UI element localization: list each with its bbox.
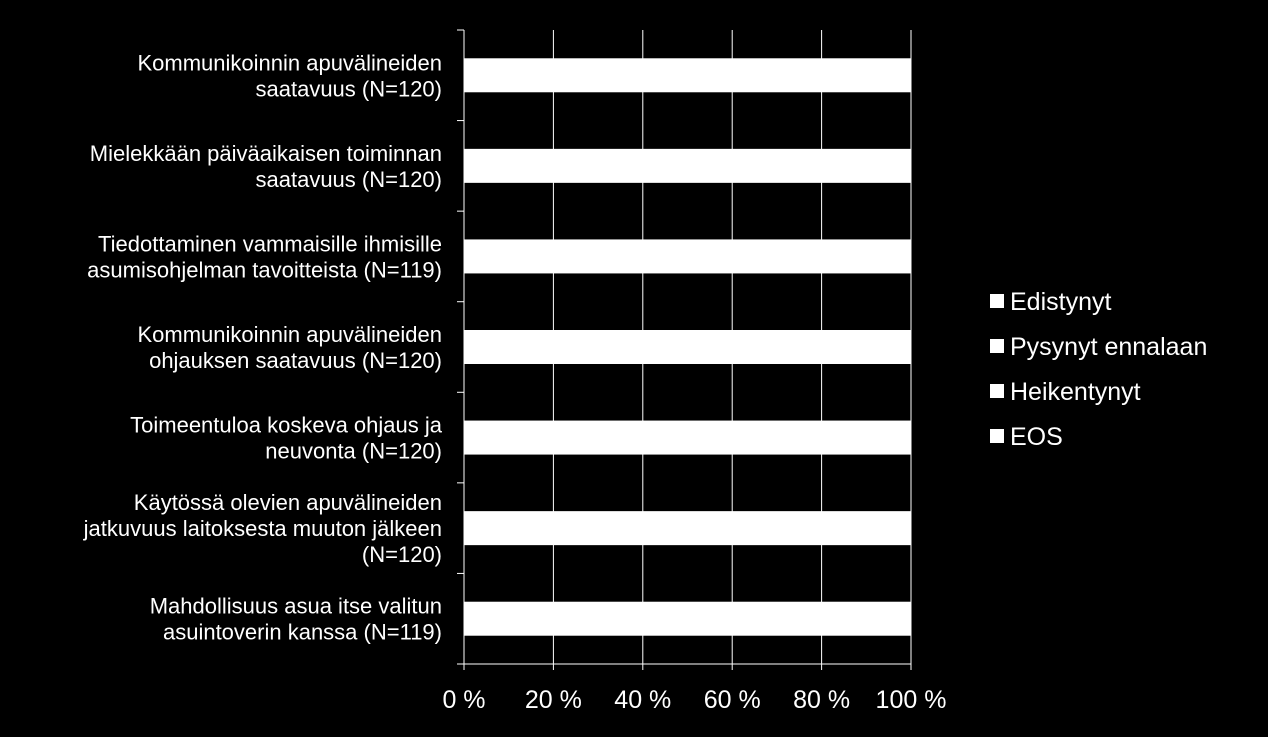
category-label-line: neuvonta (N=120) — [265, 439, 442, 464]
category-label-line: Mahdollisuus asua itse valitun — [150, 594, 442, 619]
x-tick-label: 0 % — [442, 686, 485, 714]
category-labels: Kommunikoinnin apuvälineiden saatavuus (N… — [83, 50, 443, 644]
category-label: Käytössä olevien apuvälineiden jatkuvuus … — [83, 490, 442, 567]
legend-swatch — [990, 294, 1004, 308]
bar — [464, 239, 911, 274]
category-label-line: Toimeentuloa koskeva ohjaus ja — [130, 413, 443, 438]
category-label-line: asuintoverin kanssa (N=119) — [163, 620, 442, 645]
category-label-line: Käytössä olevien apuvälineiden — [134, 490, 442, 515]
x-tick-label: 20 % — [525, 686, 582, 714]
category-label: Kommunikoinnin apuvälineiden saatavuus (N… — [137, 50, 442, 101]
legend-label: Edistynyt — [1010, 288, 1111, 316]
category-label-line: ohjauksen saatavuus (N=120) — [149, 348, 442, 373]
bar — [464, 420, 911, 455]
bar — [464, 330, 911, 364]
category-label-line: Kommunikoinnin apuvälineiden — [137, 50, 442, 75]
legend-label: EOS — [1010, 423, 1063, 451]
category-label: Mielekkään päiväaikaisen toiminnan saatav… — [90, 141, 442, 192]
category-label-line: Tiedottaminen vammaisille ihmisille — [98, 231, 442, 256]
category-label-line: saatavuus (N=120) — [256, 167, 443, 192]
axes — [457, 29, 912, 670]
category-label: Mahdollisuus asua itse valitun asuintover… — [150, 594, 442, 645]
category-label-line: asumisohjelman tavoitteista (N=119) — [87, 257, 442, 282]
category-label-line: Kommunikoinnin apuvälineiden — [137, 322, 442, 347]
category-label: Kommunikoinnin apuvälineiden ohjauksen sa… — [137, 322, 442, 373]
legend-label: Heikentynyt — [1010, 378, 1141, 406]
legend-swatch — [990, 384, 1004, 398]
x-tick-label: 100 % — [876, 686, 947, 714]
bars — [464, 58, 911, 636]
category-label: Tiedottaminen vammaisille ihmisille asumi… — [87, 231, 442, 282]
x-tick-label: 60 % — [704, 686, 761, 714]
legend-swatch — [990, 339, 1004, 353]
x-tick-label: 40 % — [614, 686, 671, 714]
bar — [464, 58, 911, 93]
x-tick-label: 80 % — [793, 686, 850, 714]
bar — [464, 148, 911, 183]
bar — [464, 511, 911, 546]
legend-label: Pysynyt ennalaan — [1010, 333, 1207, 361]
legend-swatch — [990, 429, 1004, 443]
legend: Edistynyt Pysynyt ennalaan Heikentynyt EOS — [990, 288, 1207, 451]
category-label-line: (N=120) — [362, 542, 442, 567]
x-tick-labels: 0 % 20 % 40 % 60 % 80 % 100 % — [442, 686, 946, 714]
category-label: Toimeentuloa koskeva ohjaus ja neuvonta (… — [130, 413, 443, 464]
category-label-line: jatkuvuus laitoksesta muuton jälkeen — [83, 516, 442, 541]
bar — [464, 601, 911, 636]
category-label-line: Mielekkään päiväaikaisen toiminnan — [90, 141, 442, 166]
category-label-line: saatavuus (N=120) — [256, 76, 443, 101]
